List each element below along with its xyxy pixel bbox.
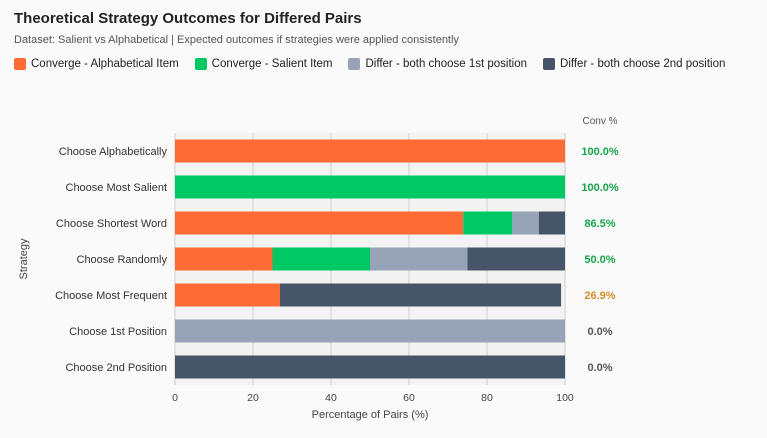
conv-pct-label: 86.5%	[584, 218, 615, 230]
y-axis-label: Strategy	[18, 238, 30, 279]
bar-segment	[272, 247, 370, 271]
x-tick-label: 80	[481, 392, 493, 404]
legend-swatch	[543, 58, 556, 70]
y-tick-label: Choose Alphabetically	[59, 146, 168, 158]
y-tick-label: Choose Most Salient	[66, 182, 168, 194]
bar-segment	[467, 247, 565, 271]
x-tick-label: 40	[325, 392, 337, 404]
chart-subtitle: Dataset: Salient vs Alphabetical | Expec…	[14, 34, 459, 46]
bar-segment	[512, 211, 539, 235]
bar-segment	[175, 355, 565, 379]
legend-swatch	[14, 58, 26, 70]
bar-segment	[279, 283, 562, 307]
legend-item: Differ - both choose 2nd position	[543, 58, 725, 70]
y-tick-label: Choose Most Frequent	[55, 290, 167, 302]
legend-item: Converge - Salient Item	[194, 58, 333, 70]
y-tick-label: Choose 2nd Position	[65, 362, 167, 374]
x-axis-label: Percentage of Pairs (%)	[312, 409, 429, 421]
legend-label: Differ - both choose 1st position	[365, 58, 528, 70]
conv-pct-label: 0.0%	[587, 362, 612, 374]
conv-pct-label: 0.0%	[587, 326, 612, 338]
bar-segment	[370, 247, 468, 271]
bar-segment	[175, 283, 280, 307]
legend: Converge - Alphabetical Item Converge - S…	[14, 58, 725, 70]
bar-segment	[175, 247, 273, 271]
bar-segment	[538, 211, 565, 235]
legend-item: Converge - Alphabetical Item	[14, 58, 179, 70]
legend-label: Differ - both choose 2nd position	[560, 58, 726, 70]
y-tick-label: Choose Shortest Word	[56, 218, 167, 230]
conv-pct-label: 50.0%	[584, 254, 615, 266]
y-tick-label: Choose 1st Position	[69, 326, 167, 338]
legend-label: Converge - Alphabetical Item	[31, 58, 179, 70]
legend-label: Converge - Salient Item	[211, 58, 333, 70]
x-tick-label: 100	[556, 392, 574, 404]
bar-segment	[463, 211, 513, 235]
conv-pct-label: 26.9%	[584, 290, 615, 302]
chart-title: Theoretical Strategy Outcomes for Differ…	[14, 10, 362, 27]
x-tick-label: 20	[247, 392, 259, 404]
legend-swatch	[194, 58, 207, 70]
y-tick-label: Choose Randomly	[77, 254, 168, 266]
legend-swatch	[348, 58, 361, 70]
legend-item: Differ - both choose 1st position	[348, 58, 527, 70]
x-tick-label: 0	[172, 392, 178, 404]
bar-segment	[175, 175, 565, 199]
bar-segment	[175, 139, 565, 163]
x-tick-label: 60	[403, 392, 415, 404]
bar-segment	[175, 319, 565, 343]
conv-pct-label: 100.0%	[581, 182, 619, 194]
bar-segment	[175, 211, 464, 235]
conv-header: Conv %	[582, 116, 617, 127]
conv-pct-label: 100.0%	[581, 146, 619, 158]
